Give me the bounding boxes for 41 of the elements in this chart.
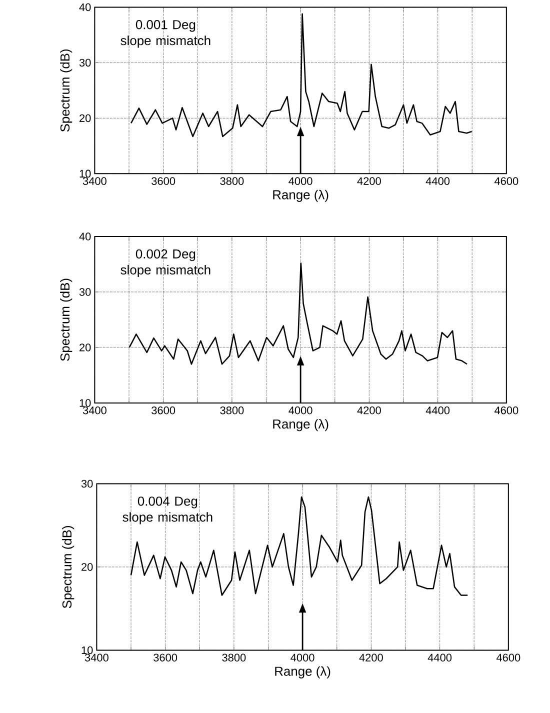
x-tick-label: 3600 — [153, 654, 177, 662]
x-tick-label: 4000 — [288, 177, 312, 185]
y-tick-label: 30 — [79, 288, 91, 296]
y-tick-label: 20 — [79, 114, 91, 122]
x-tick-label: 4000 — [290, 654, 314, 662]
x-tick-label: 3600 — [151, 177, 175, 185]
x-tick-label: 4400 — [428, 654, 452, 662]
x-tick-label: 4600 — [494, 406, 518, 414]
x-tick-label: 4000 — [288, 406, 312, 414]
y-axis-title: Spectrum (dB) — [60, 49, 72, 132]
y-tick-label: 10 — [80, 170, 91, 178]
x-axis-title: Range (λ) — [273, 190, 328, 202]
x-tick-label: 4200 — [357, 406, 381, 414]
x-tick-label: 3800 — [220, 177, 244, 185]
x-tick-label: 4400 — [426, 406, 450, 414]
y-tick-label: 10 — [82, 646, 93, 654]
x-tick-label: 4200 — [359, 654, 383, 662]
y-tick-label: 40 — [79, 232, 91, 240]
x-tick-label: 3800 — [222, 654, 246, 662]
y-tick-label: 10 — [80, 399, 91, 407]
x-tick-label: 4600 — [494, 177, 518, 185]
x-tick-label: 3400 — [82, 406, 106, 414]
x-tick-label: 4400 — [426, 177, 450, 185]
x-axis-title: Range (λ) — [275, 666, 330, 678]
x-axis-title: Range (λ) — [273, 419, 328, 432]
x-tick-label: 3400 — [84, 654, 108, 662]
y-tick-label: 40 — [79, 3, 91, 12]
x-tick-label: 3800 — [220, 406, 244, 414]
annotation: 0.001 Deg slope mismatch — [120, 20, 210, 48]
y-tick-label: 30 — [79, 58, 91, 67]
x-tick-label: 4600 — [496, 654, 520, 662]
x-tick-label: 4200 — [357, 177, 381, 185]
y-tick-label: 20 — [79, 344, 91, 352]
annotation: 0.002 Deg slope mismatch — [120, 249, 210, 278]
y-axis-title: Spectrum (dB) — [60, 278, 72, 361]
y-tick-label: 30 — [81, 480, 93, 488]
annotation: 0.004 Deg slope mismatch — [122, 496, 212, 524]
x-tick-label: 3400 — [82, 177, 106, 185]
x-tick-label: 3600 — [151, 406, 175, 414]
y-axis-title: Spectrum (dB) — [62, 526, 74, 608]
y-tick-label: 20 — [81, 563, 93, 571]
